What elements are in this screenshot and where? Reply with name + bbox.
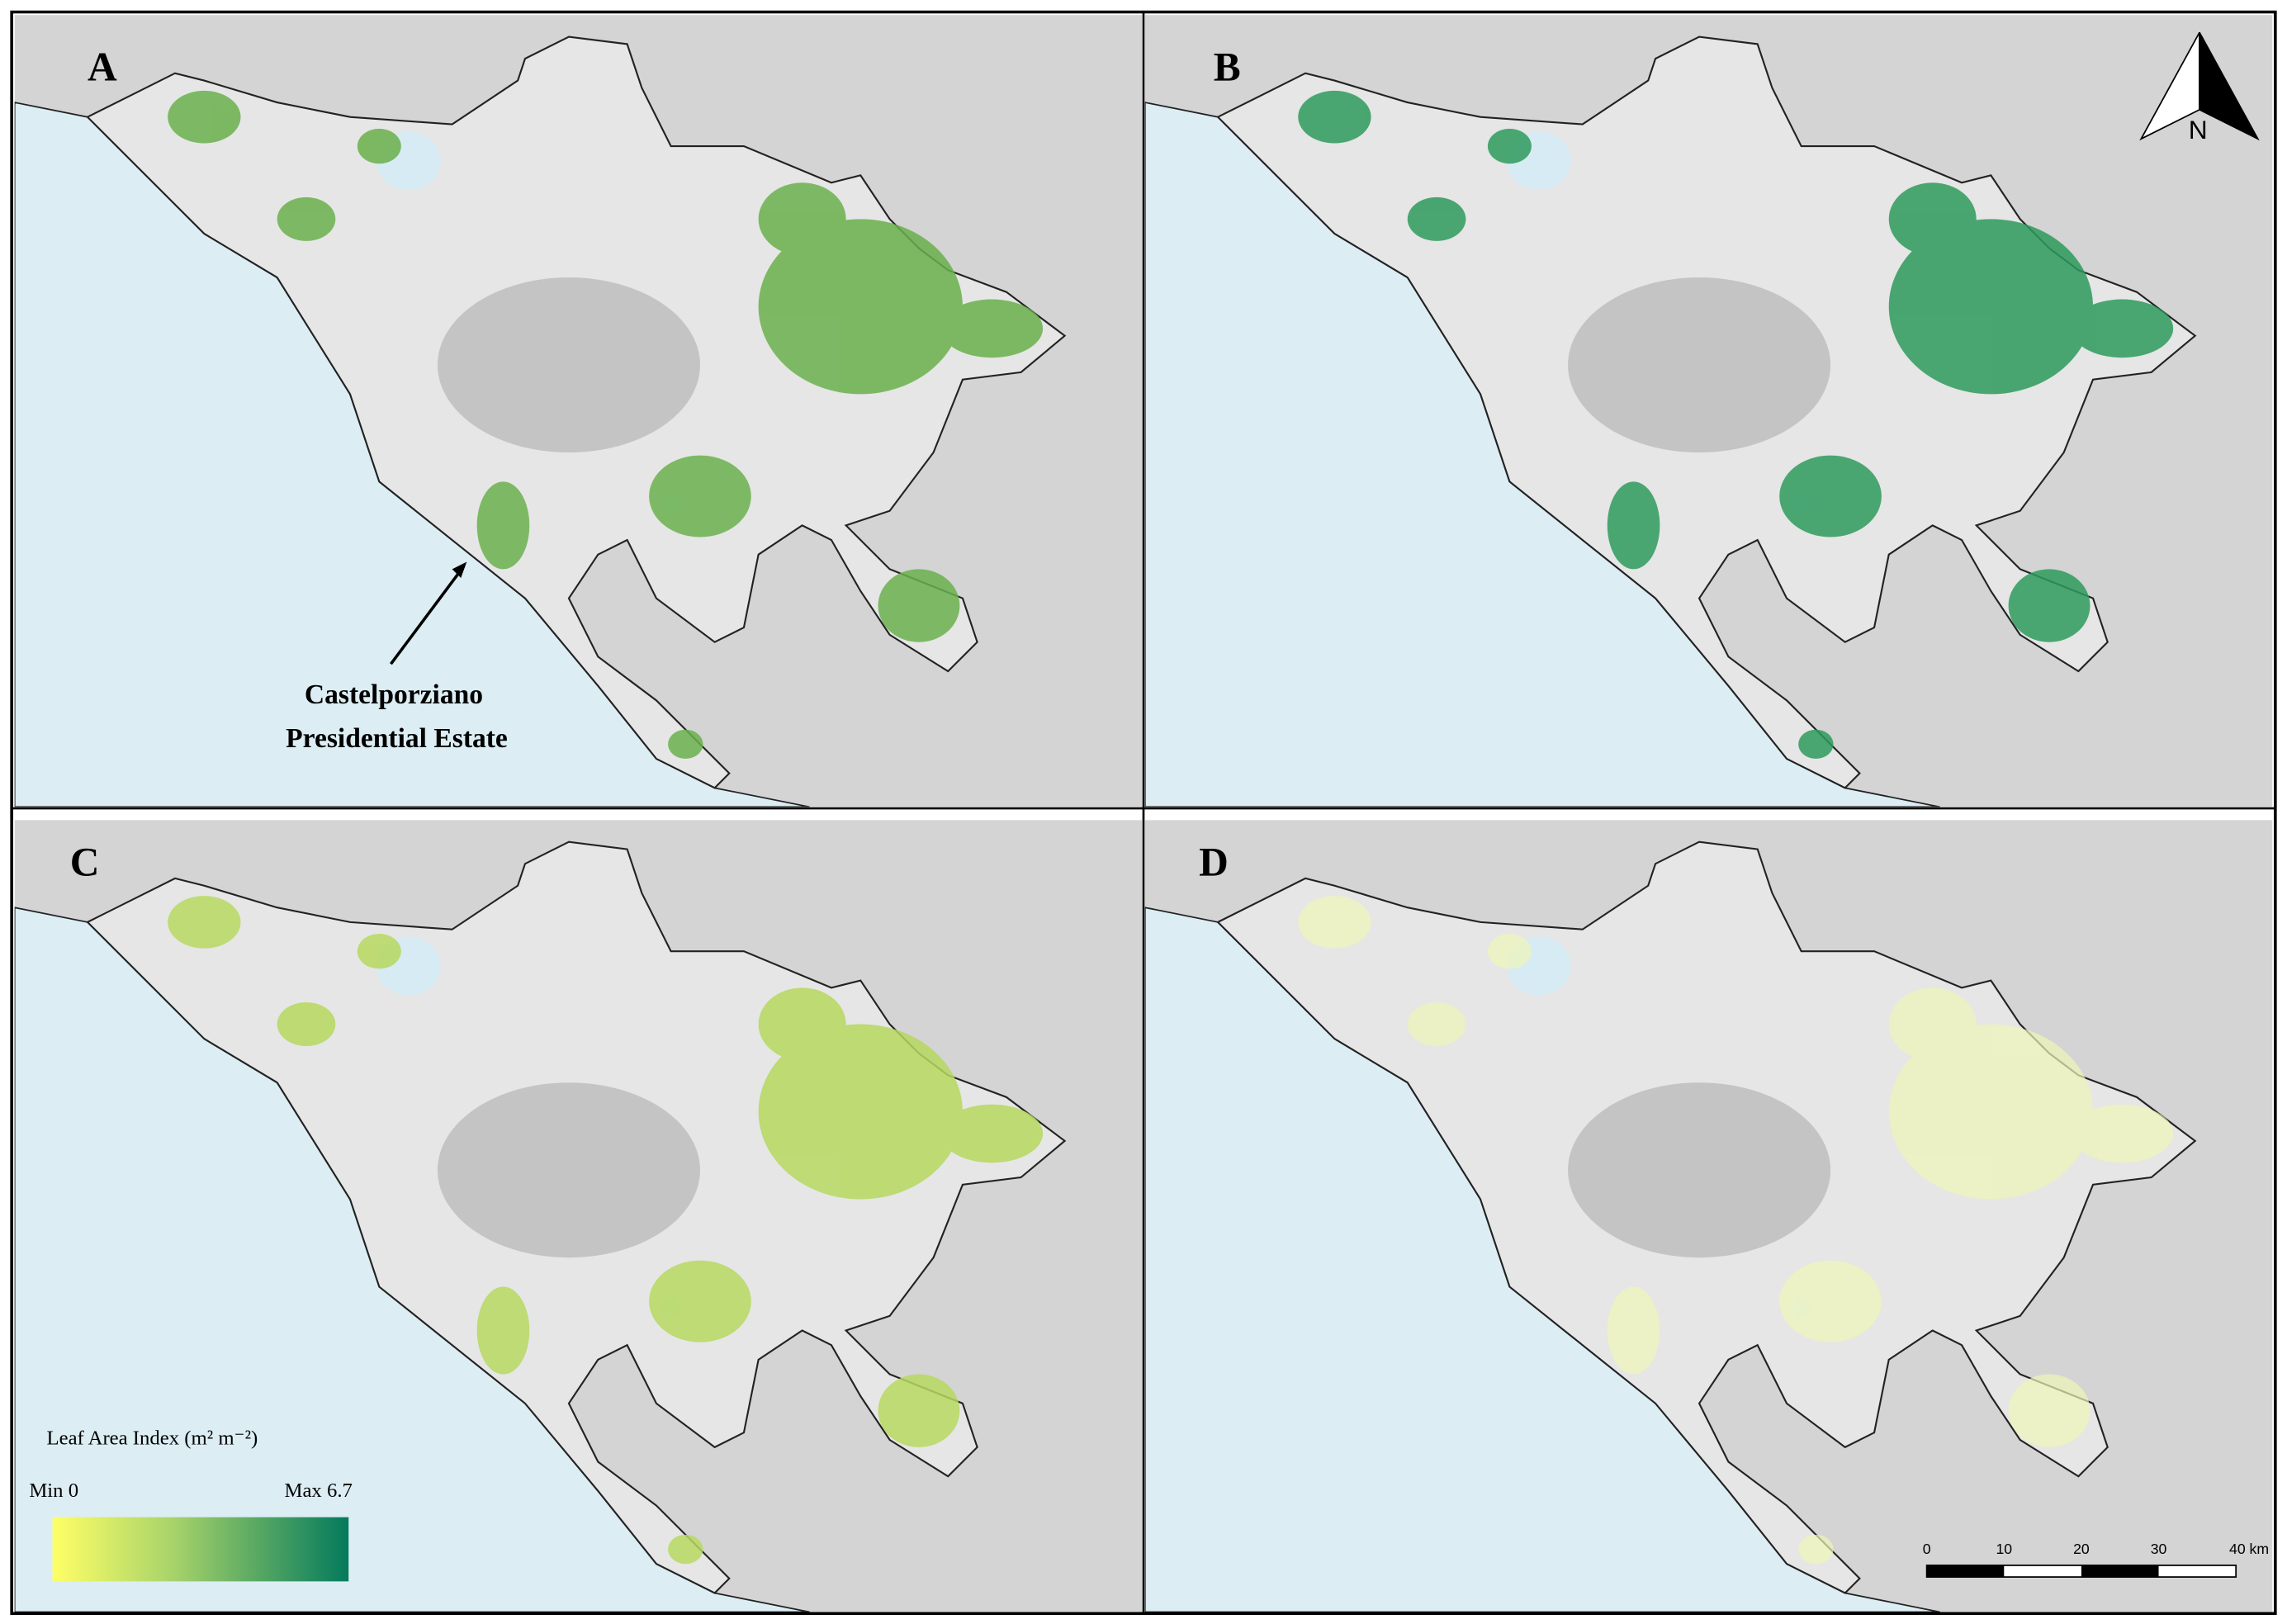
annotation-arrow (390, 565, 466, 665)
panel-label: A (88, 45, 117, 90)
north-label: N (2189, 115, 2208, 144)
panel-label: B (1214, 45, 1241, 90)
annotation: Castelporziano (305, 679, 483, 710)
panel-label: D (1199, 839, 1229, 884)
scale-label: 40 km (2229, 1541, 2269, 1557)
panel-label: C (70, 839, 100, 884)
north-arrow: N (2139, 31, 2260, 144)
annotation: Presidential Estate (286, 723, 508, 754)
scale-bar: 0 10 20 30 40 km (1923, 1541, 2269, 1578)
scale-label: 10 (1996, 1541, 2012, 1557)
map-panel (14, 820, 1143, 1612)
arrow-head (452, 561, 467, 578)
legend-min: Min 0 (29, 1480, 78, 1502)
legend-max: Max 6.7 (284, 1480, 352, 1502)
scale-label: 0 (1923, 1541, 1931, 1557)
map-panel (1144, 15, 2273, 807)
scale-label: 20 (2073, 1541, 2090, 1557)
scale-label: 30 (2151, 1541, 2167, 1557)
legend-ramp (52, 1517, 349, 1582)
map-panel (1144, 820, 2273, 1612)
legend-title: Leaf Area Index (m² m⁻²) (47, 1427, 258, 1449)
map-panel (14, 15, 1143, 807)
